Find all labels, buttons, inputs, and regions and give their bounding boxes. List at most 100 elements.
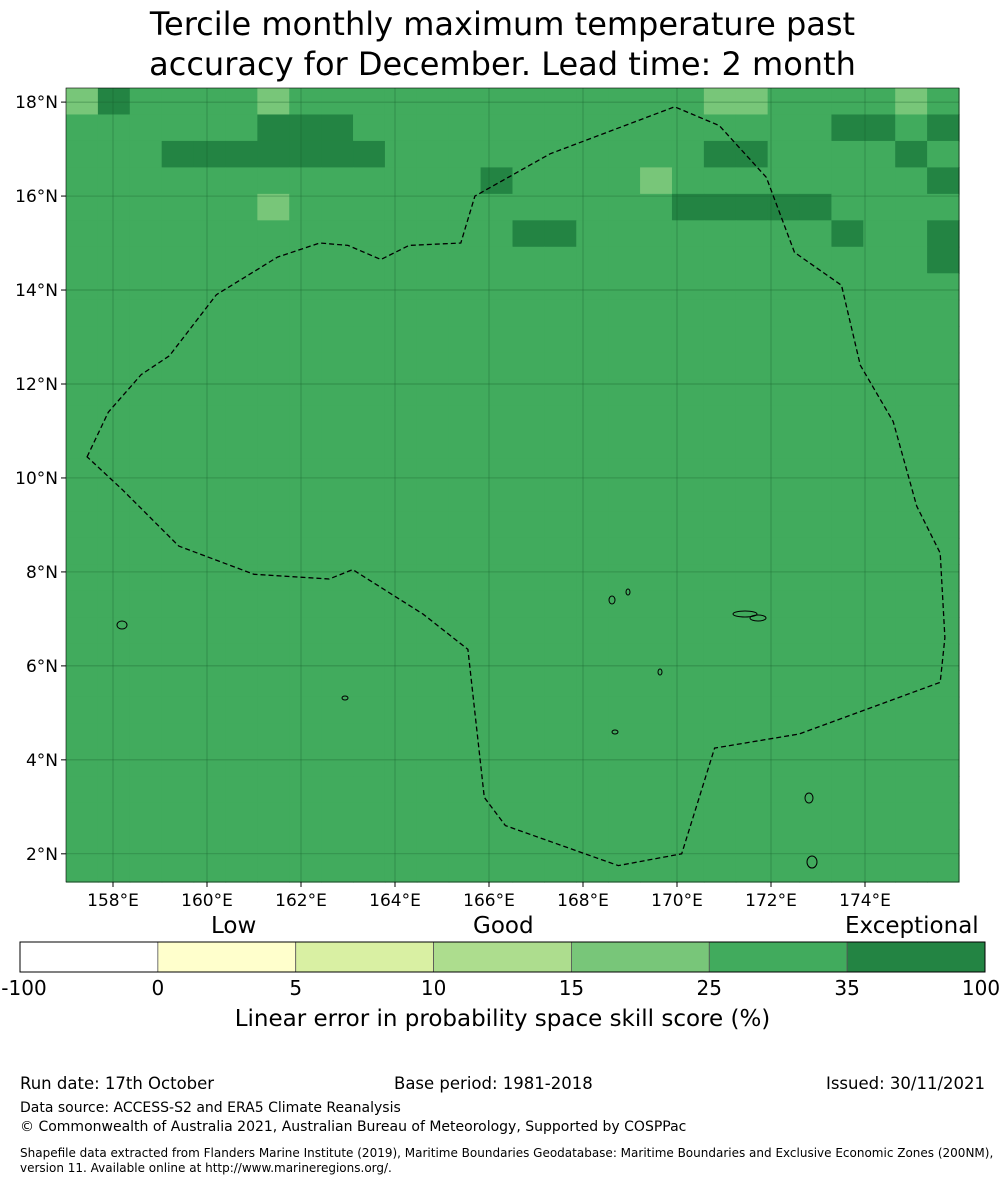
skill-cell [193,167,227,195]
skill-cell [416,379,450,407]
skill-cell [576,299,609,327]
skill-cell [321,88,354,116]
skill-cell [703,696,737,724]
skill-cell [321,749,354,777]
skill-cell [512,723,545,751]
skill-cell [448,299,482,327]
skill-cell [225,405,258,433]
latitude-tick-label: 2°N [26,845,58,865]
skill-cell [640,352,673,380]
skill-cell [257,246,290,274]
skill-cell [544,855,577,883]
skill-cell [384,114,418,142]
skill-cell [671,723,705,751]
skill-cell [225,220,258,248]
eez-boundary [86,106,946,867]
longitude-tick-label: 170°E [651,891,703,911]
skill-cell [512,273,545,301]
skill-cell [735,590,769,618]
skill-cell [512,88,545,116]
skill-cell [257,432,290,460]
skill-cell [735,458,769,486]
island-outline [732,610,758,618]
skill-cell [767,829,801,857]
skill-cell [225,643,258,671]
skill-cell [384,405,418,433]
skill-cell [831,643,864,671]
skill-cell [799,326,833,354]
skill-cell [161,537,195,565]
longitude-tick-label: 168°E [557,891,609,911]
graticule [66,88,959,882]
skill-cell [512,776,545,804]
skill-cell [640,193,673,221]
skill-cell [863,458,896,486]
skill-cell [321,405,354,433]
skill-cell [161,776,195,804]
colorbar-bin [295,941,434,973]
skill-cell [799,167,833,195]
skill-cell [863,88,896,116]
skill-cell [544,723,577,751]
skill-cell [257,352,290,380]
skill-cell [384,193,418,221]
skill-cell [640,564,673,592]
skill-cell [416,643,450,671]
skill-cell [863,749,896,777]
skill-cell [353,193,386,221]
skill-cell [448,352,482,380]
island-outlines [116,588,818,869]
skill-cell [257,617,290,645]
skill-cell [640,458,673,486]
skill-cell [480,246,514,274]
skill-cell [831,405,864,433]
skill-cell [831,855,864,883]
skill-cell [703,405,737,433]
skill-cell [480,326,514,354]
skill-cell [416,220,450,248]
copyright: © Commonwealth of Australia 2021, Austra… [20,1119,687,1135]
skill-cell [66,167,99,195]
skill-cell [671,273,705,301]
skill-cell [129,114,163,142]
skill-cell [353,617,386,645]
latitude-tick-label: 14°N [15,281,58,301]
skill-cell [257,670,290,698]
skill-cell [671,617,705,645]
skill-cell [831,696,864,724]
skill-cell [927,643,960,671]
skill-cell [448,432,482,460]
skill-cell [927,114,960,142]
skill-cell [416,246,450,274]
skill-cell [161,326,195,354]
category-low: Low [211,913,257,939]
skill-cell [895,273,928,301]
skill-cell [257,643,290,671]
skill-cell [767,114,801,142]
island-outline [608,595,616,605]
skill-cell [671,485,705,513]
skill-cell [161,802,195,830]
skill-cell [289,405,322,433]
skill-cell [927,723,960,751]
skill-cell [416,458,450,486]
skill-cell [384,696,418,724]
skill-cell [895,537,928,565]
skill-cell [512,246,545,274]
skill-cell [576,379,609,407]
skill-cell [193,511,227,539]
skill-cell [671,537,705,565]
colorbar-bin [157,941,297,973]
skill-cell [289,432,322,460]
skill-cell [97,829,131,857]
skill-cell [799,432,833,460]
skill-cell [129,246,163,274]
skill-cell [480,749,514,777]
skill-cell [353,88,386,116]
skill-cell [703,140,737,168]
skill-cell [863,167,896,195]
skill-cell [289,617,322,645]
skill-cell [193,643,227,671]
skill-cell [608,802,641,830]
skill-cell [640,220,673,248]
